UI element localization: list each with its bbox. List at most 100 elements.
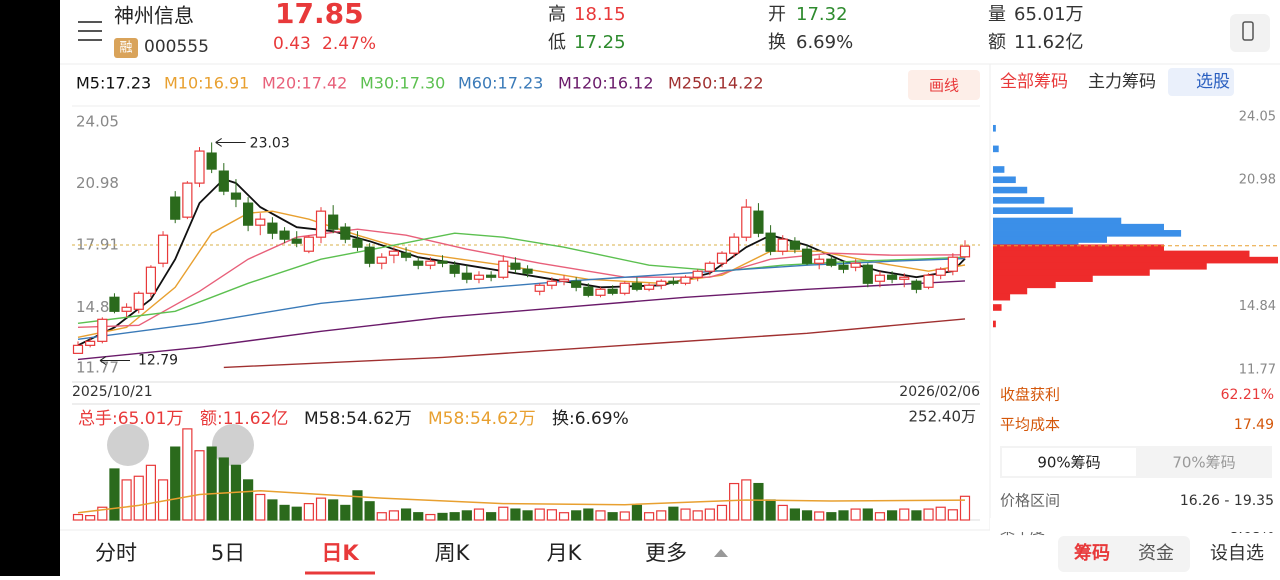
candle-body [765, 232, 776, 252]
volume-bar [243, 479, 254, 521]
quote-label: 开 [768, 4, 786, 25]
chip-bar [993, 124, 996, 132]
ma-legend: M250:14.22 [668, 74, 764, 93]
volume-bar [486, 512, 497, 521]
chip-bar [993, 304, 1002, 311]
chip-y-tick-label: 24.05 [1239, 109, 1276, 124]
y-tick-label: 11.77 [76, 358, 119, 376]
select-button[interactable] [1168, 68, 1234, 96]
quote-label: 高 [548, 4, 566, 25]
volume-bar [340, 504, 351, 521]
candle-body [388, 250, 400, 256]
chip-bar [993, 197, 1045, 204]
candle-body [437, 260, 448, 264]
period-tab[interactable]: 更多 [645, 541, 687, 565]
next-button[interactable] [212, 424, 254, 466]
volume-bar [121, 479, 132, 521]
quote-label: 量 [988, 4, 1006, 25]
high-arrow [215, 138, 246, 147]
ma-legend: M30:17.30 [360, 74, 445, 93]
candle-body [145, 266, 157, 294]
candle-body [449, 264, 460, 274]
draw-button[interactable] [908, 70, 980, 100]
volume-bar [546, 509, 557, 521]
candle-body [400, 252, 412, 258]
candle-body [303, 236, 314, 252]
volume-bar [777, 504, 788, 521]
chip-tab[interactable]: 主力筹码 [1088, 72, 1156, 92]
chip-y-tick-label: 14.84 [1239, 299, 1276, 314]
candle-body [947, 256, 958, 272]
candle-body [558, 278, 570, 282]
candle-body [206, 152, 217, 170]
candle-body [473, 274, 485, 280]
volume-legend: M58:54.62万 [304, 409, 412, 429]
volume-bar [886, 510, 898, 521]
volume-bar [364, 501, 375, 521]
quote-value: 6.69% [796, 32, 853, 53]
chip-fund-toggle[interactable] [1058, 536, 1190, 572]
period-tab[interactable]: 日K [321, 541, 359, 565]
chip-bar [993, 217, 1122, 225]
volume-bar [255, 493, 266, 521]
volume-bar [753, 482, 764, 521]
period-tab[interactable]: 5日 [211, 541, 245, 565]
margin-badge [114, 38, 138, 58]
quote-label: 换 [768, 32, 786, 53]
menu-icon[interactable] [78, 21, 102, 41]
candle-body [656, 280, 667, 286]
action-button[interactable]: 资金 [1138, 543, 1174, 564]
prev-button[interactable] [107, 424, 149, 466]
candle-body [243, 202, 254, 226]
candle-body [85, 340, 96, 346]
chip-tab[interactable]: 选股 [1196, 72, 1230, 92]
candle-body [413, 260, 424, 266]
volume-bar [571, 510, 582, 521]
candle-body [583, 286, 594, 296]
volume-bar [510, 508, 521, 521]
candle-body [826, 258, 837, 266]
chip-tab[interactable]: 全部筹码 [1000, 72, 1068, 92]
ma-legend: M120:16.12 [558, 74, 654, 93]
volume-bar [874, 512, 886, 521]
candle-body [607, 288, 618, 294]
range-selected [1002, 448, 1136, 476]
candle-body [729, 236, 740, 254]
volume-bar [668, 506, 679, 521]
last-price: 17.85 [275, 0, 364, 30]
y-tick-label: 20.98 [76, 174, 119, 192]
chip-bar [993, 293, 1011, 301]
volume-bar [789, 508, 800, 521]
period-tab[interactable]: 周K [435, 541, 471, 565]
device-button[interactable] [1230, 14, 1270, 52]
candle-body [72, 344, 84, 354]
left-edge [0, 0, 60, 576]
candle-body [352, 238, 363, 248]
action-button[interactable]: 筹码 [1074, 542, 1110, 564]
margin-badge-text: 融 [119, 41, 132, 56]
volume-bar [899, 508, 910, 521]
more-arrow [714, 549, 728, 557]
candle-body [911, 280, 922, 290]
volume-legend: 换:6.69% [552, 409, 629, 429]
volume-bar [656, 510, 667, 521]
volume-bar [473, 508, 485, 521]
volume-bar [814, 511, 825, 521]
volume-bar [534, 508, 545, 521]
volume-bar [947, 509, 958, 521]
chip-bar [993, 250, 1250, 258]
period-tab[interactable]: 分时 [95, 541, 137, 565]
candle-body [194, 150, 205, 184]
volume-bar [643, 512, 655, 521]
volume-bar [145, 464, 157, 521]
period-tab[interactable]: 月K [547, 541, 583, 565]
volume-bar [206, 446, 217, 521]
low-arrow [99, 356, 130, 365]
quote-label: 低 [548, 32, 566, 53]
volume-bar [619, 511, 630, 521]
candle-body [182, 182, 193, 218]
volume-bar [595, 510, 606, 521]
candle-body [886, 274, 898, 280]
volume-bar [376, 512, 387, 521]
action-button[interactable]: 设自选 [1210, 543, 1264, 564]
